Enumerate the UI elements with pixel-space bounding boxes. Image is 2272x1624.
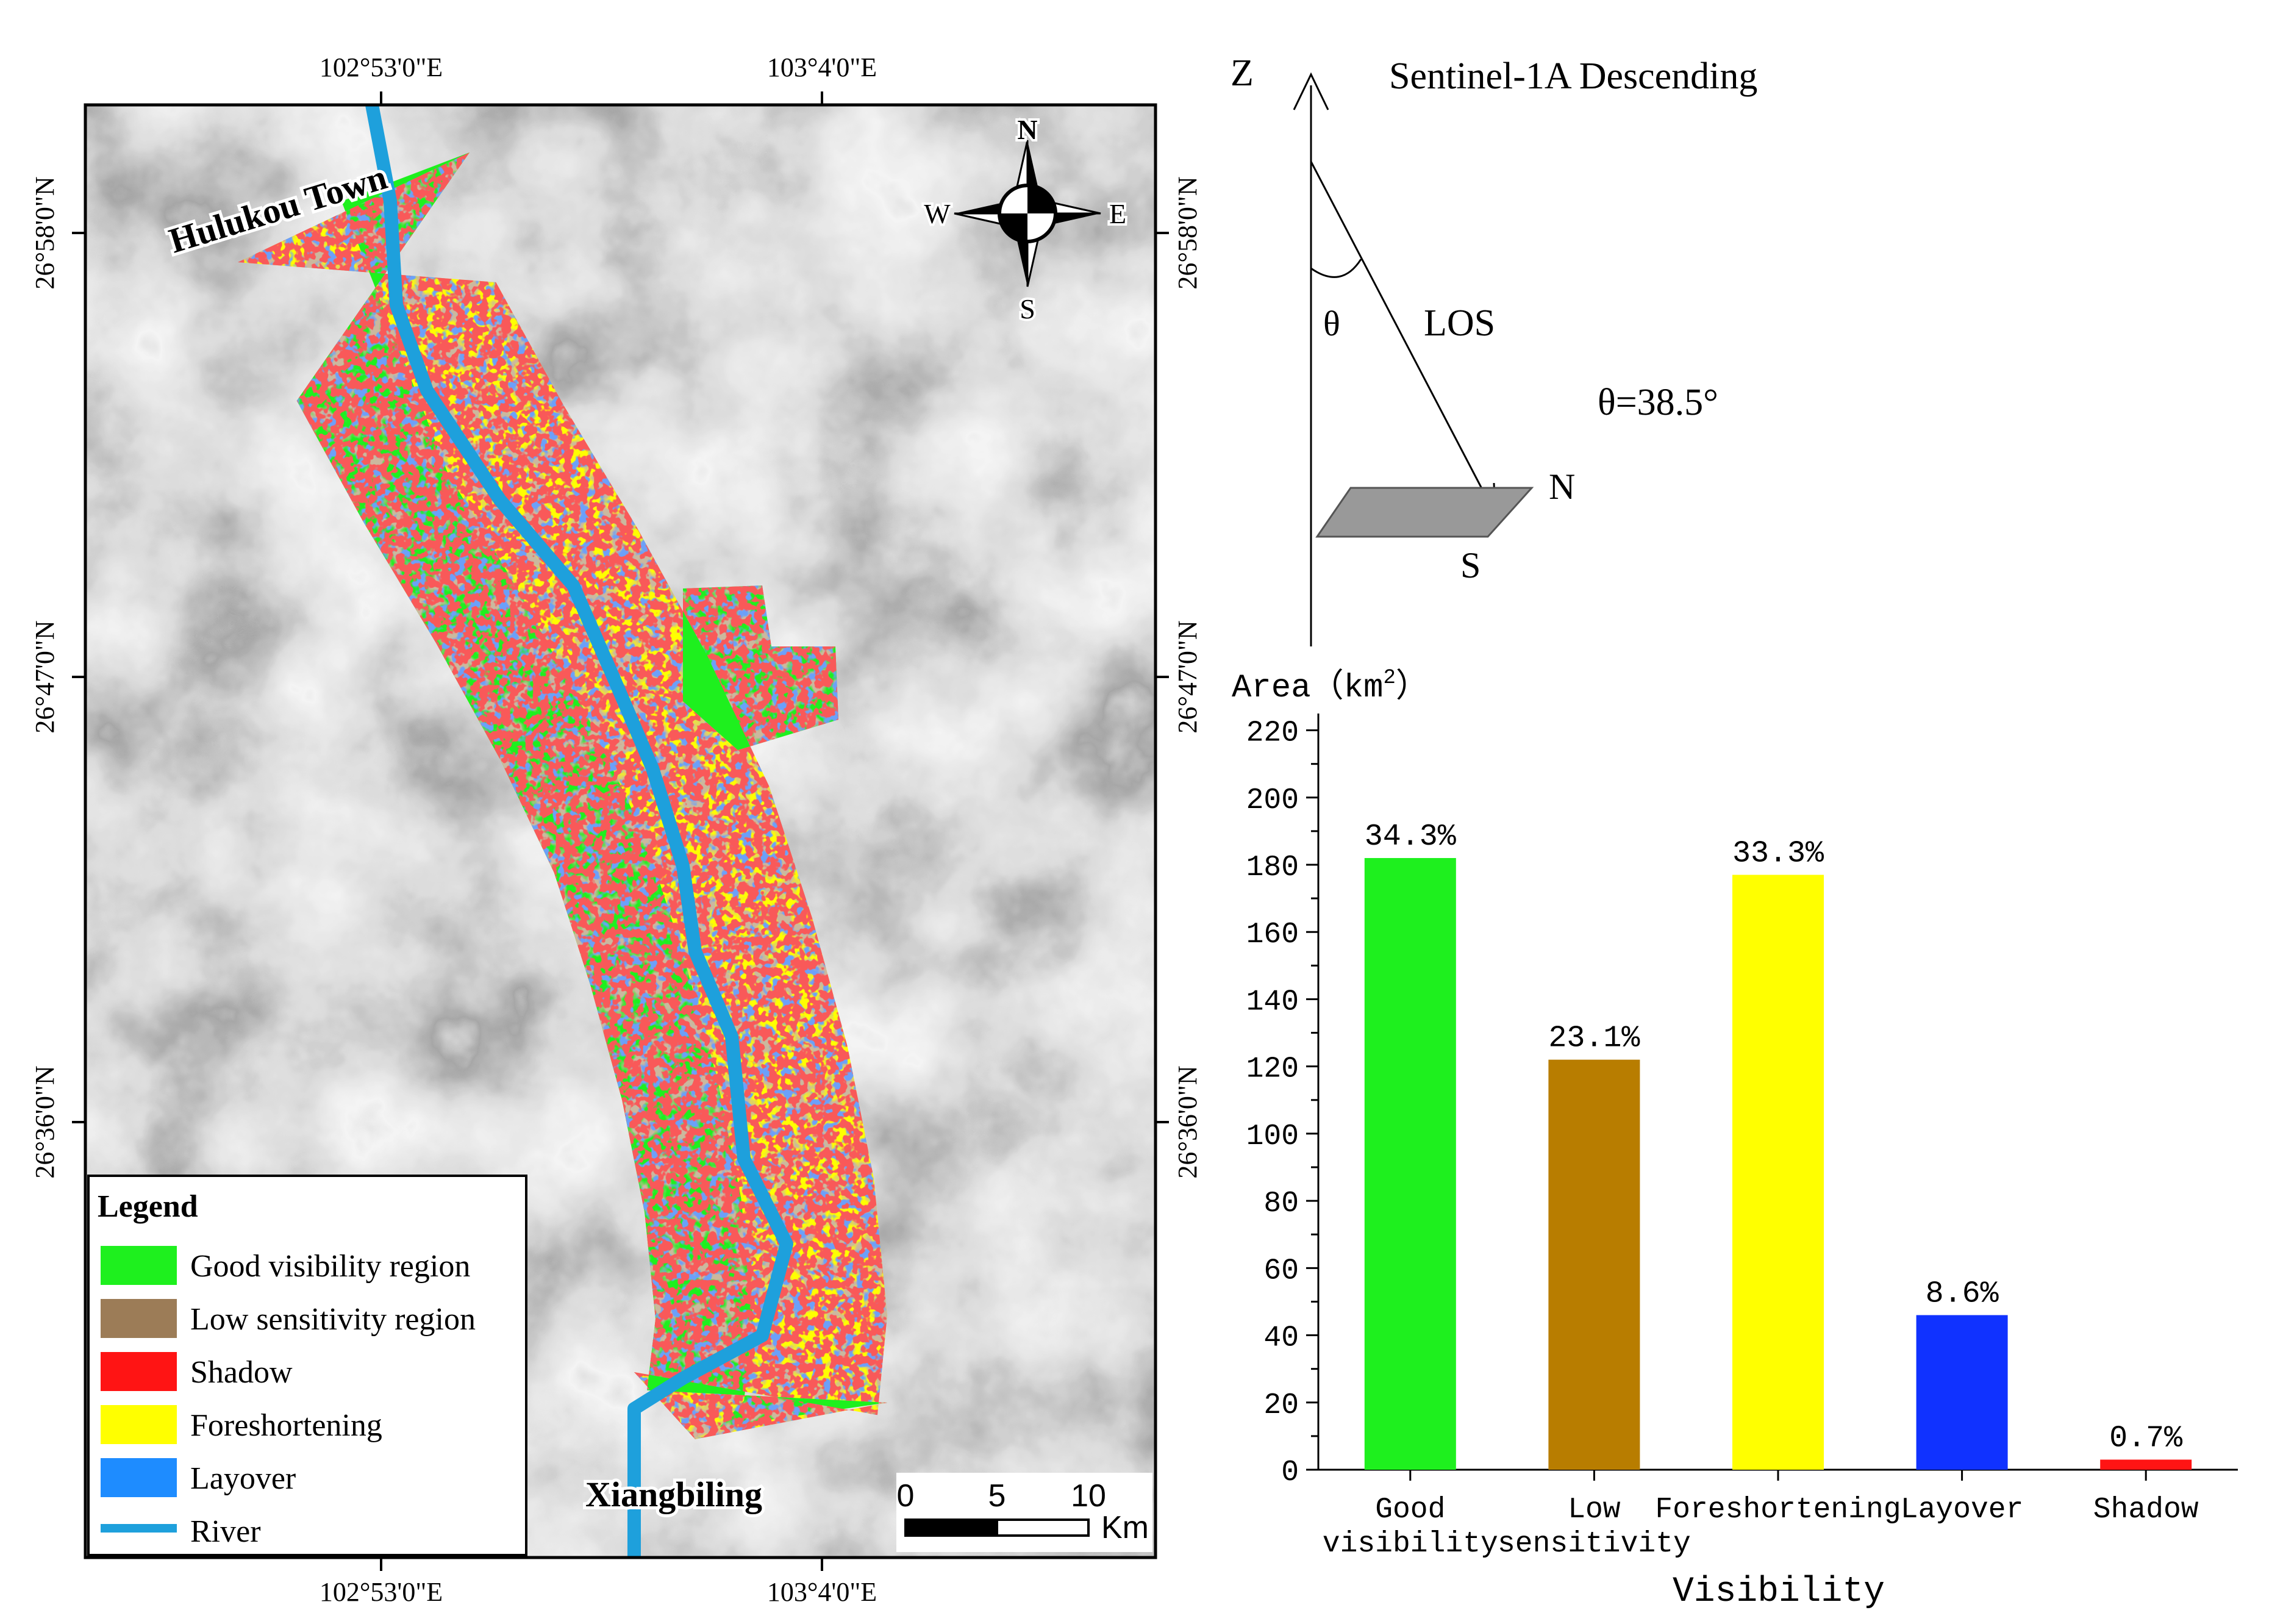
map-legend: Legend Good visibility region Low sensiti… [87,1175,527,1556]
north-arrow-compass: N S E W [921,112,1129,327]
los-label: LOS [1424,302,1495,344]
y-tick-label: 80 [1263,1187,1299,1220]
y-tick-label: 0 [1281,1456,1299,1489]
y-tick-label: 160 [1246,918,1299,951]
compass-s-label: S [1020,293,1035,324]
bar-percent-label-4: 8.6% [1926,1276,1999,1311]
incidence-angle-arc [1310,259,1362,278]
legend-swatch-2 [101,1299,177,1338]
legend-label-6: River [190,1514,261,1549]
x-category-label-5: Shadow [2093,1493,2199,1526]
ground-n-label: N [1549,467,1575,507]
ground-plane [1315,487,1534,538]
bars: 34.3% 23.1% 33.3% 8.6% 0.7% [1365,820,2192,1470]
y-tick-label: 40 [1263,1322,1299,1355]
y-tick-label: 220 [1246,717,1299,750]
x-category-label-2: Low [1568,1493,1621,1526]
chart-y-label: Area（km2） [1232,667,1429,707]
sar-geometry-diagram: Z Sentinel-1A Descending θ LOS θ=38.5° N… [1231,52,1757,646]
right-lat-label-1: 26°58'0"N [1173,176,1202,289]
y-axis: 0 20 40 60 80 100 120 140 160 180 200 220 [1246,714,1320,1489]
y-tick-label: 120 [1246,1053,1299,1086]
visibility-area-bar-chart: Area（km2） 0 20 40 60 80 100 120 140 160 180 200 220… [1232,667,2238,1612]
graticule-ticks [72,91,1169,1571]
legend-label-3: Shadow [190,1355,293,1390]
y-tick-label: 20 [1263,1389,1299,1422]
chart-x-label: Visibility [1673,1572,1885,1612]
los-vector [1310,161,1496,515]
legend-swatch-3 [101,1352,177,1391]
x-category-label-2: sensitivity [1498,1528,1691,1561]
x-category-label-4: Layover [1901,1493,2024,1526]
bottom-lon-label-1: 102°53'0"E [320,1577,443,1607]
geometry-title: Sentinel-1A Descending [1389,55,1757,97]
legend-swatch-5 [101,1458,177,1497]
left-lat-label-3: 26°36'0"N [30,1065,60,1178]
z-axis-arrowhead [1293,72,1329,110]
z-axis-label: Z [1231,52,1254,94]
right-lat-label-3: 26°36'0"N [1173,1065,1202,1178]
bar-2 [1548,1059,1640,1470]
incidence-angle-value: θ=38.5° [1598,382,1718,423]
bar-1 [1364,857,1456,1470]
place-label-xiangbiling: Xiangbiling [585,1475,762,1514]
bar-4 [1916,1315,2008,1470]
bar-percent-label-3: 33.3% [1732,837,1824,871]
top-lon-label-1: 102°53'0"E [320,52,443,82]
legend-label-4: Foreshortening [190,1408,382,1443]
scale-tick-10: 10 [1071,1478,1106,1514]
compass-n-label: N [1017,114,1037,145]
x-category-label-1: Good [1375,1493,1445,1526]
scale-tick-5: 5 [988,1478,1006,1514]
legend-swatch-4 [101,1405,177,1444]
legend-label-2: Low sensitivity region [190,1302,476,1337]
ground-s-label: S [1460,545,1481,585]
scale-unit: Km [1101,1510,1149,1545]
right-lat-label-2: 26°47'0"N [1173,620,1202,733]
y-tick-label: 180 [1246,851,1299,884]
y-tick-label: 140 [1246,985,1299,1018]
bar-percent-label-1: 34.3% [1365,820,1457,854]
bar-percent-label-2: 23.1% [1548,1021,1640,1056]
legend-swatch-1 [101,1246,177,1285]
y-tick-label: 100 [1246,1120,1299,1153]
left-lat-label-2: 26°47'0"N [30,620,60,733]
compass-e-label: E [1109,198,1126,229]
map-frame [84,103,1157,1559]
bottom-lon-label-2: 103°4'0"E [767,1577,877,1607]
theta-symbol: θ [1323,304,1340,343]
top-lon-label-2: 103°4'0"E [767,52,877,82]
y-tick-label: 200 [1246,784,1299,817]
bar-5 [2100,1459,2192,1470]
compass-w-label: W [924,198,951,229]
river-line [365,105,793,1558]
bar-3 [1732,875,1824,1470]
legend-label-5: Layover [190,1461,296,1496]
legend-title: Legend [98,1189,198,1224]
map-panel: 102°53'0"E 103°4'0"E 102°53'0"E 103°4'0"… [30,52,1202,1607]
x-category-label-1: visibility [1323,1528,1498,1561]
scale-tick-0: 0 [897,1478,915,1514]
x-category-label-3: Foreshortening [1655,1493,1901,1526]
left-lat-label-1: 26°58'0"N [30,176,60,289]
y-tick-label: 60 [1263,1254,1299,1287]
legend-label-1: Good visibility region [190,1249,470,1284]
bar-percent-label-5: 0.7% [2109,1421,2183,1456]
scale-bar: 0 5 10 Km [896,1473,1152,1552]
